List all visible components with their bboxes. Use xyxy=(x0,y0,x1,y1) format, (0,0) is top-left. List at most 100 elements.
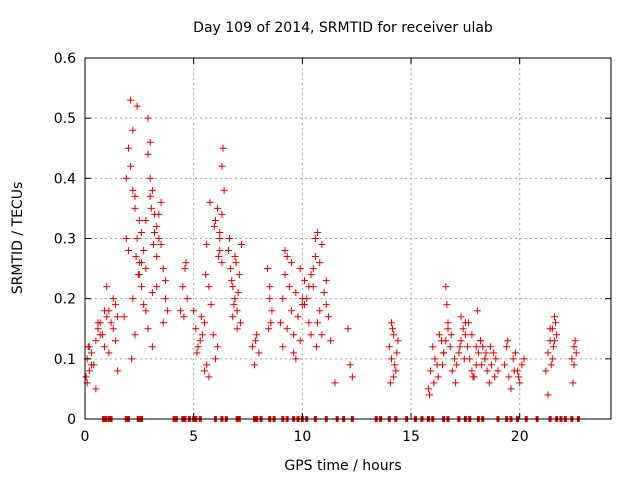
data-point xyxy=(105,349,113,357)
data-point xyxy=(572,349,580,357)
data-point xyxy=(109,295,117,303)
data-point xyxy=(344,325,352,333)
data-point xyxy=(481,355,489,363)
data-point xyxy=(226,235,234,242)
data-point xyxy=(159,265,167,273)
data-point xyxy=(290,331,298,339)
data-point xyxy=(324,313,332,321)
data-point xyxy=(148,289,156,297)
data-point xyxy=(103,283,111,291)
data-point xyxy=(309,265,317,273)
data-point xyxy=(131,192,139,200)
data-point xyxy=(146,174,154,182)
data-point xyxy=(464,343,472,351)
data-point xyxy=(227,265,235,273)
data-point xyxy=(134,271,142,279)
data-point xyxy=(298,295,306,303)
data-point xyxy=(473,307,481,315)
data-point xyxy=(253,331,261,339)
data-point xyxy=(474,349,482,357)
data-point xyxy=(146,192,154,200)
data-point xyxy=(509,355,517,363)
data-point xyxy=(392,367,400,375)
data-point xyxy=(472,343,480,351)
data-point xyxy=(101,307,109,315)
data-point xyxy=(314,319,322,327)
data-point xyxy=(157,198,165,206)
data-point xyxy=(268,307,276,315)
data-point xyxy=(482,349,490,357)
data-point xyxy=(570,343,578,351)
data-point xyxy=(477,337,485,345)
data-point xyxy=(147,204,155,212)
data-series xyxy=(82,96,580,422)
data-point xyxy=(153,222,161,230)
data-point xyxy=(546,325,554,333)
data-point xyxy=(255,349,263,357)
x-axis: 0 5 10 15 20 xyxy=(81,58,529,445)
data-point xyxy=(177,307,185,315)
data-point xyxy=(114,313,122,321)
data-point xyxy=(434,373,442,381)
data-point xyxy=(346,361,354,369)
data-point xyxy=(138,228,146,236)
data-point xyxy=(111,301,119,309)
data-point xyxy=(207,301,215,309)
data-point xyxy=(129,295,137,303)
data-point xyxy=(456,343,464,351)
data-point xyxy=(233,325,241,333)
data-point xyxy=(279,343,287,351)
y-axis: 0 0.1 0.2 0.3 0.4 0.5 0.6 xyxy=(54,51,611,428)
data-point xyxy=(224,247,232,255)
data-point xyxy=(547,361,555,369)
data-point xyxy=(520,355,528,363)
y-tick-label: 0.2 xyxy=(54,292,76,308)
data-point xyxy=(153,283,161,291)
data-point xyxy=(391,361,399,369)
data-point xyxy=(287,307,295,315)
data-point xyxy=(424,385,432,393)
data-point xyxy=(387,319,395,327)
data-point xyxy=(318,241,326,249)
data-point xyxy=(161,295,169,303)
data-point xyxy=(209,331,217,339)
data-point xyxy=(542,367,550,375)
data-point xyxy=(487,361,495,369)
data-point xyxy=(479,343,487,351)
data-point xyxy=(220,186,228,194)
data-point xyxy=(550,337,558,345)
data-point xyxy=(198,331,206,339)
data-point xyxy=(544,391,552,399)
data-point xyxy=(385,343,393,351)
data-point xyxy=(252,337,260,345)
data-point xyxy=(265,325,273,333)
data-point xyxy=(515,373,523,381)
data-point xyxy=(312,343,320,351)
data-point xyxy=(229,283,237,291)
x-tick-label: 20 xyxy=(511,429,529,445)
data-point xyxy=(203,361,211,369)
data-point xyxy=(144,325,152,333)
data-point xyxy=(292,355,300,363)
data-point xyxy=(264,265,272,273)
data-point xyxy=(180,313,188,321)
data-point xyxy=(179,283,187,291)
data-point xyxy=(201,367,209,375)
x-tick-label: 10 xyxy=(293,429,311,445)
data-point xyxy=(236,319,244,327)
data-point xyxy=(287,259,295,267)
data-point xyxy=(500,361,508,369)
data-point xyxy=(82,373,90,381)
data-point xyxy=(394,337,402,345)
data-point xyxy=(122,235,130,242)
data-point xyxy=(248,343,256,351)
data-point xyxy=(85,367,93,375)
data-point xyxy=(131,331,139,339)
data-point xyxy=(144,114,152,122)
y-tick-label: 0 xyxy=(67,412,76,428)
data-point xyxy=(468,331,476,339)
data-point xyxy=(218,210,226,218)
data-point xyxy=(292,289,300,297)
data-point xyxy=(461,319,469,327)
